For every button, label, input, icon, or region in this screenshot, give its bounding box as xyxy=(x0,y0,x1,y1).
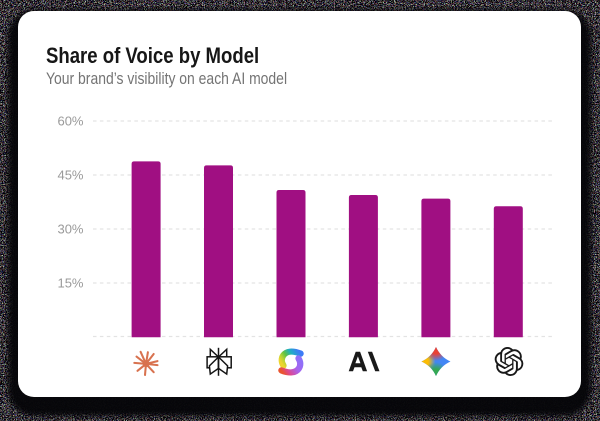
svg-text:30%: 30% xyxy=(57,222,83,237)
svg-text:45%: 45% xyxy=(57,168,83,183)
svg-text:60%: 60% xyxy=(57,114,83,129)
svg-text:15%: 15% xyxy=(57,276,83,291)
